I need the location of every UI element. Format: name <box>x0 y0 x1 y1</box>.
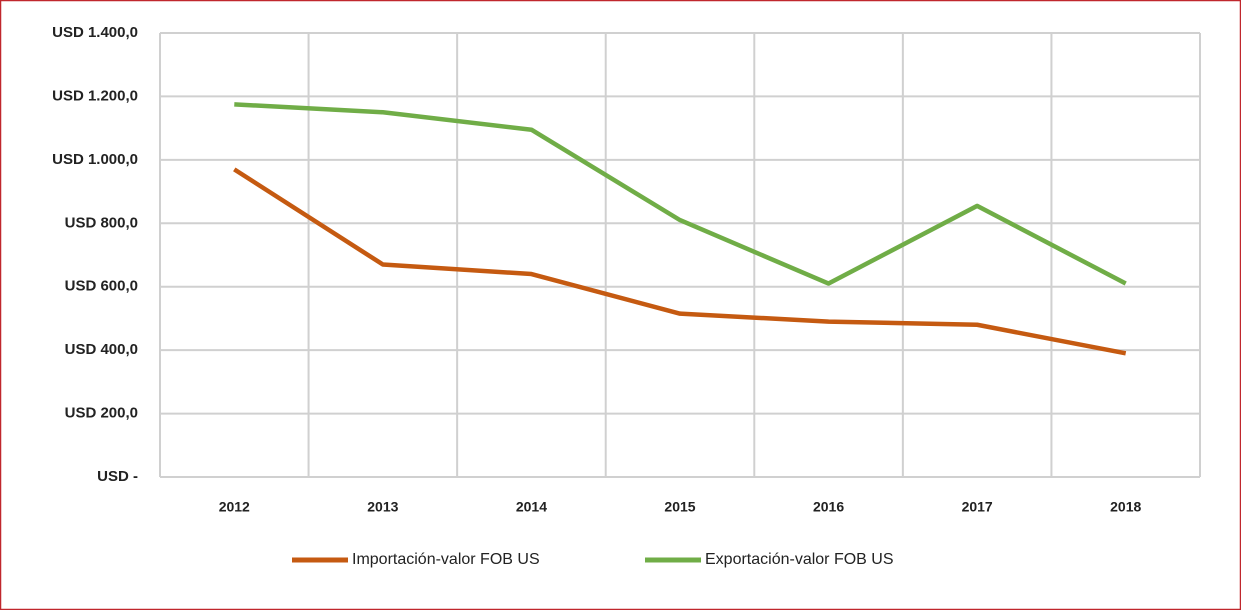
x-tick-label: 2016 <box>813 499 844 515</box>
series-line <box>233 167 1127 356</box>
x-tick-label: 2014 <box>516 499 547 515</box>
y-tick-label: USD 1.200,0 <box>52 87 138 104</box>
y-tick-label: USD 400,0 <box>65 341 138 358</box>
x-tick-label: 2013 <box>367 499 398 515</box>
legend-label: Exportación-valor FOB US <box>705 551 894 568</box>
y-tick-label: USD 600,0 <box>65 278 138 295</box>
x-tick-label: 2017 <box>962 499 993 515</box>
series-line <box>234 102 1127 286</box>
y-tick-label: USD 200,0 <box>65 405 138 422</box>
x-tick-label: 2018 <box>1110 499 1141 515</box>
x-tick-label: 2015 <box>664 499 695 515</box>
y-tick-label: USD 800,0 <box>65 214 138 231</box>
x-tick-label: 2012 <box>219 499 250 515</box>
y-tick-label: USD 1.400,0 <box>52 24 138 41</box>
y-tick-label: USD 1.000,0 <box>52 151 138 168</box>
y-tick-label: USD - <box>97 468 138 485</box>
legend-label: Importación-valor FOB US <box>352 551 540 568</box>
